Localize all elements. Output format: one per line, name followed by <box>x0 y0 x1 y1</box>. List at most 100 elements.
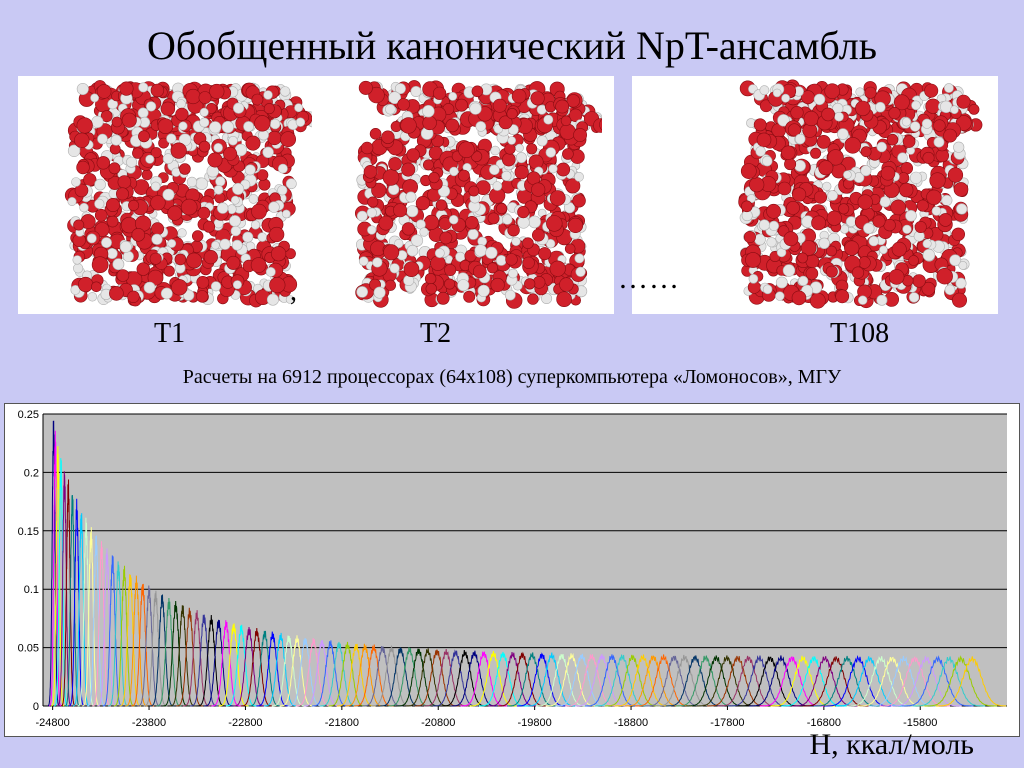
hydrogen-atom <box>366 207 377 218</box>
hydrogen-atom <box>186 176 198 188</box>
hydrogen-atom <box>794 133 806 145</box>
hydrogen-atom <box>813 93 826 106</box>
x-tick-label: -15800 <box>903 717 937 729</box>
hydrogen-atom <box>257 232 268 242</box>
hydrogen-atom <box>232 280 242 290</box>
oxygen-atom <box>196 275 210 289</box>
hydrogen-atom <box>410 86 422 97</box>
hydrogen-atom <box>908 292 920 303</box>
oxygen-atom <box>384 279 397 291</box>
oxygen-atom <box>423 159 435 171</box>
hydrogen-atom <box>230 195 240 205</box>
oxygen-atom <box>269 277 286 294</box>
hydrogen-atom <box>244 164 256 176</box>
hydrogen-atom <box>419 227 429 237</box>
oxygen-atom <box>743 231 756 244</box>
oxygen-atom <box>517 206 530 219</box>
hydrogen-atom <box>406 244 419 257</box>
oxygen-atom <box>800 240 817 256</box>
histogram-series-22 <box>143 590 168 707</box>
oxygen-atom <box>787 123 801 137</box>
oxygen-atom <box>943 128 957 143</box>
oxygen-atom <box>835 289 850 304</box>
hydrogen-atom <box>279 86 291 97</box>
oxygen-atom <box>756 132 772 148</box>
histogram-series-9 <box>73 513 90 707</box>
subtitle: Расчеты на 6912 процессорах (64х108) суп… <box>182 366 842 388</box>
histogram-series-44 <box>303 640 341 707</box>
oxygen-atom <box>74 132 90 149</box>
hydrogen-atom <box>475 121 487 132</box>
hydrogen-atom <box>388 183 400 195</box>
oxygen-atom <box>108 162 121 175</box>
histogram-series-84 <box>675 655 736 707</box>
hydrogen-atom <box>922 248 936 262</box>
hydrogen-atom <box>410 234 424 247</box>
histogram-series-101 <box>857 656 927 707</box>
x-axis-label: H, ккал/моль <box>809 728 975 761</box>
oxygen-atom <box>858 256 871 269</box>
oxygen-atom <box>565 178 581 194</box>
oxygen-atom <box>197 206 211 220</box>
hydrogen-atom <box>574 253 585 264</box>
hydrogen-atom <box>758 219 771 231</box>
oxygen-atom <box>549 190 566 206</box>
hydrogen-atom <box>485 246 498 259</box>
oxygen-atom <box>809 292 826 309</box>
hydrogen-atom <box>268 201 280 213</box>
oxygen-atom <box>109 286 124 301</box>
oxygen-atom <box>566 94 581 108</box>
oxygen-atom <box>250 257 267 273</box>
oxygen-atom <box>567 217 584 233</box>
hydrogen-atom <box>879 196 891 208</box>
oxygen-atom <box>816 135 831 149</box>
oxygen-atom <box>74 183 89 198</box>
histogram-series-19 <box>125 575 148 707</box>
oxygen-atom <box>803 110 819 127</box>
oxygen-atom <box>223 146 238 161</box>
oxygen-atom <box>786 200 800 215</box>
hydrogen-atom <box>958 260 968 270</box>
oxygen-atom <box>388 157 402 171</box>
histogram-series-69 <box>526 652 578 707</box>
hydrogen-atom <box>137 107 149 119</box>
oxygen-atom <box>132 147 144 159</box>
hydrogen-atom <box>921 118 933 129</box>
histogram-series-34 <box>226 624 257 707</box>
hydrogen-atom <box>843 170 852 179</box>
hydrogen-atom <box>474 244 487 257</box>
oxygen-atom <box>280 131 296 148</box>
oxygen-atom <box>401 162 416 177</box>
oxygen-atom <box>938 213 953 227</box>
oxygen-atom <box>936 268 953 285</box>
hydrogen-atom <box>775 276 788 289</box>
oxygen-atom <box>186 252 202 269</box>
oxygen-atom <box>116 187 130 201</box>
histogram-series-24 <box>156 597 182 707</box>
hydrogen-atom <box>242 231 254 243</box>
hydrogen-atom <box>507 124 519 135</box>
oxygen-atom <box>814 190 828 204</box>
hydrogen-atom <box>266 293 279 306</box>
hydrogen-atom <box>909 171 923 184</box>
histogram-series-86 <box>696 655 758 707</box>
oxygen-atom <box>271 246 287 262</box>
hydrogen-atom <box>126 156 138 168</box>
hydrogen-atom <box>229 215 241 227</box>
oxygen-atom <box>400 117 417 134</box>
hydrogen-atom <box>258 129 269 141</box>
oxygen-atom <box>559 123 576 140</box>
hydrogen-atom <box>195 177 209 190</box>
oxygen-atom <box>150 83 165 98</box>
hydrogen-atom <box>950 105 959 115</box>
hydrogen-atom <box>575 266 586 277</box>
oxygen-atom <box>908 255 919 266</box>
energy-histogram-chart: 0 0.05 0.1 0.15 0.2 0.25 -24800 -23800 -22800 -21… <box>4 403 1020 737</box>
histogram-series-65 <box>488 652 537 707</box>
hydrogen-atom <box>219 238 231 250</box>
hydrogen-atom <box>438 185 451 198</box>
oxygen-atom <box>455 98 469 112</box>
histogram-series-21 <box>137 585 161 707</box>
hydrogen-atom <box>162 153 174 165</box>
histogram-series-103 <box>879 656 950 707</box>
